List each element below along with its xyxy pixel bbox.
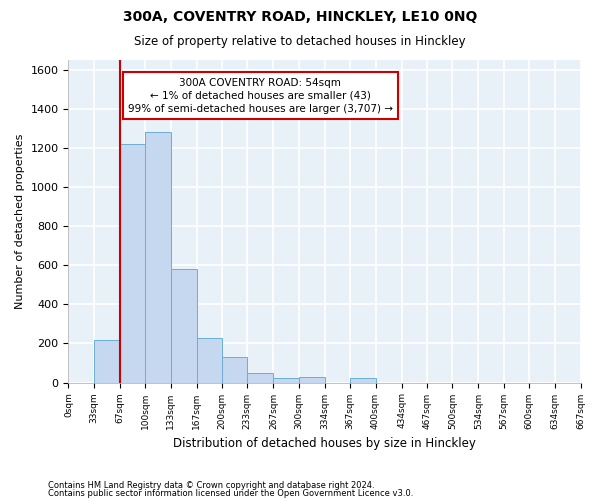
Bar bbox=[94, 340, 120, 382]
Bar bbox=[299, 376, 325, 382]
X-axis label: Distribution of detached houses by size in Hinckley: Distribution of detached houses by size … bbox=[173, 437, 476, 450]
Text: 300A, COVENTRY ROAD, HINCKLEY, LE10 0NQ: 300A, COVENTRY ROAD, HINCKLEY, LE10 0NQ bbox=[123, 10, 477, 24]
Y-axis label: Number of detached properties: Number of detached properties bbox=[15, 134, 25, 309]
Text: Contains public sector information licensed under the Open Government Licence v3: Contains public sector information licen… bbox=[48, 488, 413, 498]
Bar bbox=[274, 378, 299, 382]
Bar bbox=[145, 132, 170, 382]
Bar bbox=[247, 373, 274, 382]
Text: 300A COVENTRY ROAD: 54sqm
← 1% of detached houses are smaller (43)
99% of semi-d: 300A COVENTRY ROAD: 54sqm ← 1% of detach… bbox=[128, 78, 393, 114]
Bar bbox=[350, 378, 376, 382]
Bar bbox=[222, 357, 247, 382]
Bar bbox=[197, 338, 222, 382]
Bar bbox=[170, 269, 197, 382]
Text: Contains HM Land Registry data © Crown copyright and database right 2024.: Contains HM Land Registry data © Crown c… bbox=[48, 481, 374, 490]
Bar bbox=[120, 144, 145, 382]
Text: Size of property relative to detached houses in Hinckley: Size of property relative to detached ho… bbox=[134, 35, 466, 48]
